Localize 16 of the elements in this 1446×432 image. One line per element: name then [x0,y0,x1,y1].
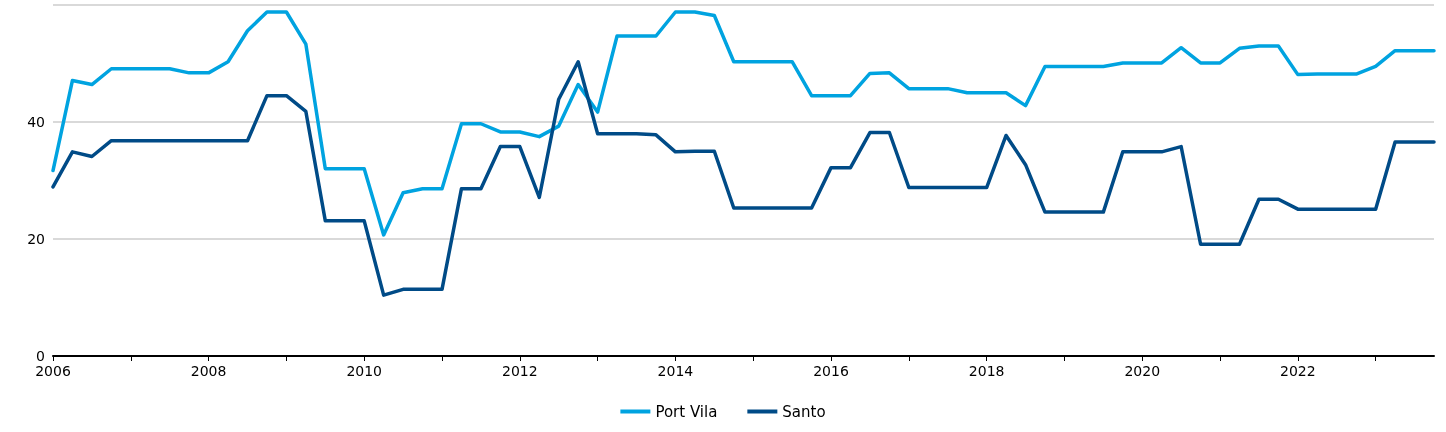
x-tick-label: 2018 [968,363,1005,379]
line-series [51,10,1436,237]
x-tick-label: 2014 [657,363,694,379]
x-tick-label: 2022 [1280,363,1316,379]
y-tick-label: 0 [36,348,45,364]
line-series [51,60,1436,297]
x-tick-label: 2016 [813,363,849,379]
legend-label: Santo [782,402,826,421]
x-tick-label: 2010 [346,363,383,379]
x-tick-label: 2008 [190,363,227,379]
y-tick-label: 40 [27,114,45,130]
legend-label: Port Vila [655,402,718,421]
x-tick-label: 2012 [502,363,538,379]
x-tick-label: 2006 [35,363,71,379]
y-tick-label: 20 [27,231,45,247]
x-tick-label: 2020 [1124,363,1161,379]
